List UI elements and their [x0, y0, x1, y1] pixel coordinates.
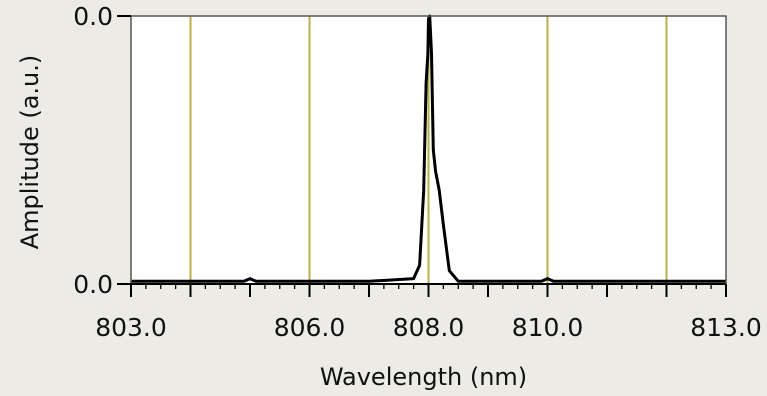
x-tick-label: 810.0	[512, 313, 584, 342]
x-tick-label: 803.0	[95, 313, 167, 342]
y-axis-label: Amplitude (a.u.)	[16, 55, 44, 250]
y-tick-label: 0.0	[73, 270, 113, 299]
x-axis-label: Wavelength (nm)	[320, 363, 527, 391]
y-tick-label: 0.0	[73, 2, 113, 31]
x-tick-label: 806.0	[274, 313, 346, 342]
axes: 803.0 806.0 808.0 810.0 813.0 0.0 0.0	[73, 2, 762, 342]
x-tick-label: 813.0	[690, 313, 762, 342]
x-tick-label: 808.0	[393, 313, 465, 342]
